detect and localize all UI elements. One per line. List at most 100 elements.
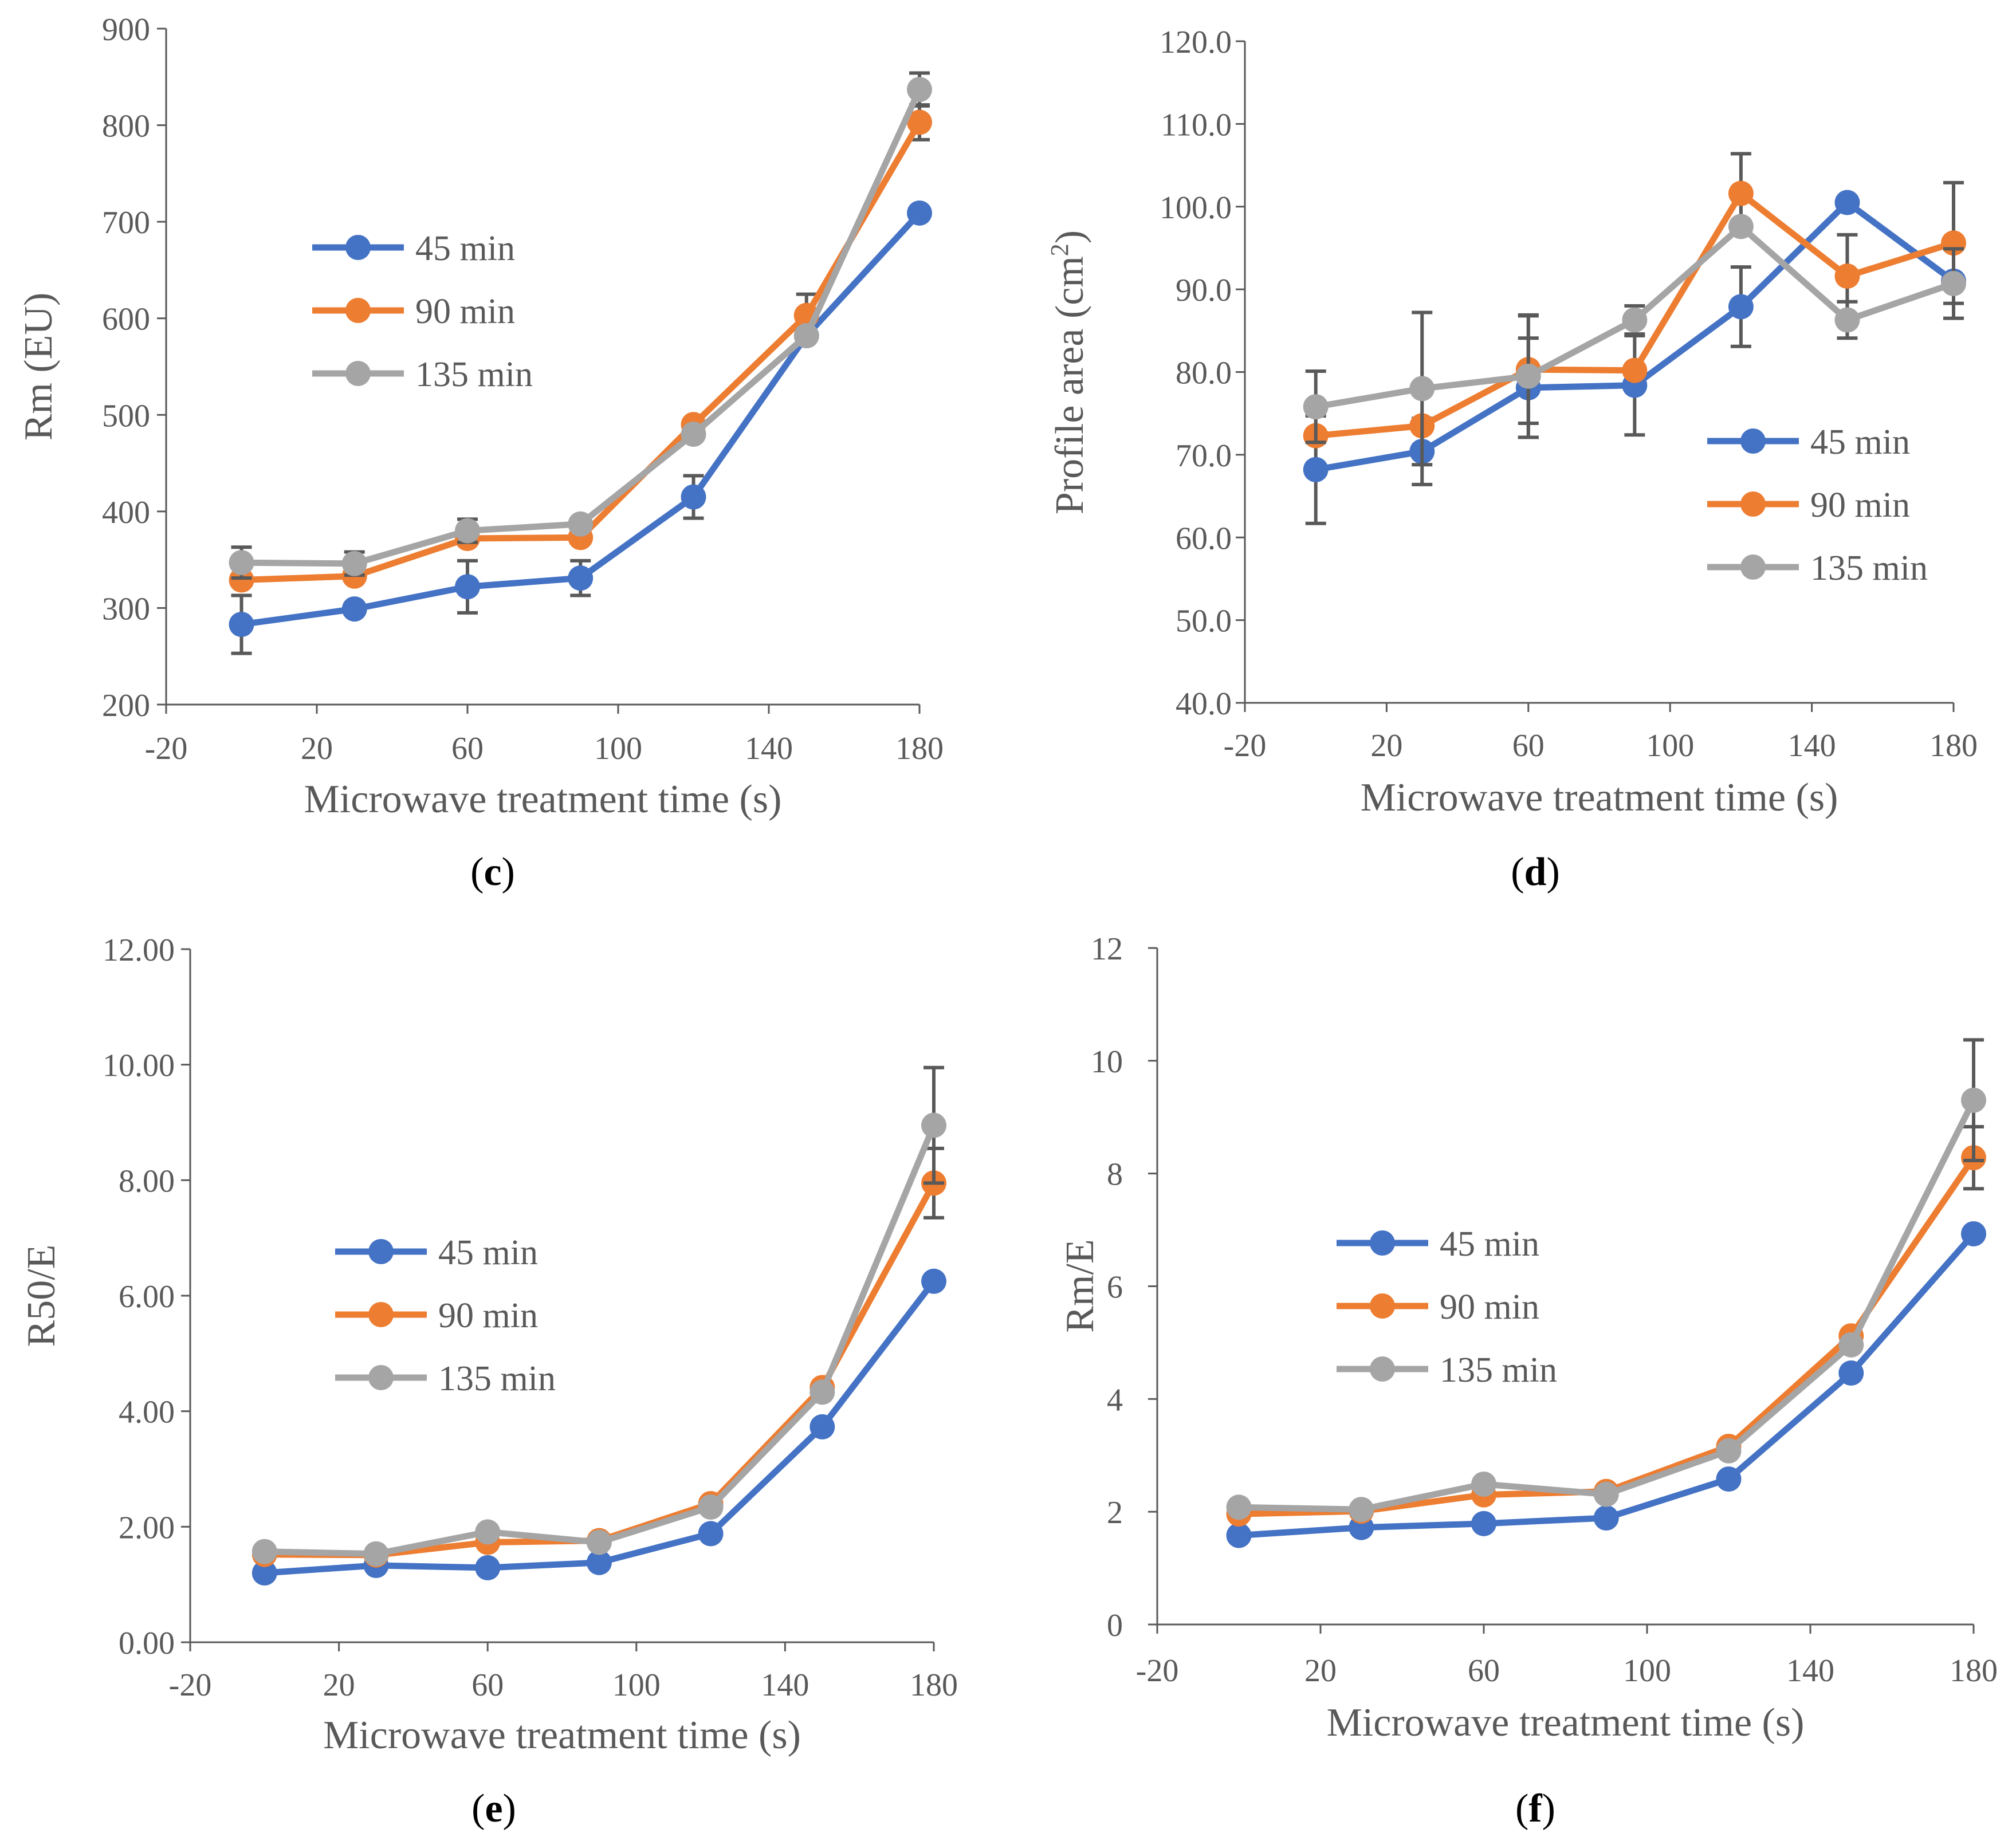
data-point (341, 550, 367, 576)
y-tick-label: 600 (102, 302, 150, 337)
panel-label: (c) (470, 850, 515, 894)
panel-label: (d) (1511, 850, 1560, 894)
x-tick-label: -20 (1136, 1653, 1179, 1689)
legend-label: 45 min (1440, 1225, 1539, 1264)
x-tick-label: 140 (761, 1667, 809, 1703)
y-tick-label: 90.0 (1176, 273, 1232, 308)
y-tick-label: 100.0 (1160, 190, 1232, 226)
x-tick-label: 60 (471, 1667, 504, 1703)
x-tick-label: 20 (323, 1667, 355, 1703)
data-point (1834, 263, 1860, 289)
legend-marker (1370, 1230, 1395, 1256)
y-tick-label: 70.0 (1176, 438, 1232, 474)
x-tick-label: 140 (1788, 728, 1836, 764)
data-point (1728, 294, 1754, 320)
y-tick-label: 8 (1107, 1157, 1123, 1193)
x-tick-label: 100 (1646, 728, 1694, 764)
data-point (229, 612, 254, 638)
data-point (475, 1519, 501, 1545)
y-tick-label: 120.0 (1160, 25, 1232, 60)
data-point (907, 77, 932, 103)
x-tick-label: 20 (301, 731, 333, 766)
chart-panel-f: 0 2 4 6 8 10 12 -20 20 60 100 140 180 Microwave treat… (1058, 931, 1998, 1831)
legend-label: 135 min (438, 1359, 556, 1398)
data-point (1961, 1221, 1986, 1246)
chart-panel-d: 40.0 50.0 60.0 70.0 80.0 90.0 100.0 110.0 120.0 -… (1046, 25, 1978, 894)
data-point (455, 518, 480, 544)
x-tick-label: 180 (895, 731, 944, 766)
series-line (264, 1124, 937, 1557)
legend-marker (1740, 491, 1766, 517)
y-tick-label: 40.0 (1176, 686, 1232, 722)
x-tick-label: 180 (910, 1667, 958, 1703)
x-tick-label: 60 (1512, 728, 1545, 764)
series-45-min (1303, 190, 1966, 525)
data-point (907, 109, 932, 135)
series-line (241, 120, 922, 584)
legend: 45 min 90 min 135 min (312, 229, 533, 394)
x-tick-label: 60 (1468, 1653, 1500, 1689)
x-tick-label: -20 (1224, 728, 1267, 764)
data-point (1471, 1471, 1496, 1497)
x-tick-label: -20 (169, 1667, 212, 1703)
x-axis-title: Microwave treatment time (s) (1327, 1701, 1805, 1745)
y-tick-label: 900 (102, 12, 150, 48)
legend-marker (345, 298, 371, 323)
x-axis-title: Microwave treatment time (s) (323, 1713, 801, 1757)
y-tick-label: 50.0 (1176, 604, 1232, 639)
x-tick-label: 60 (451, 731, 484, 766)
data-point (1716, 1466, 1742, 1492)
series-135-min (229, 71, 932, 580)
data-point (1593, 1481, 1619, 1507)
legend-label: 45 min (438, 1233, 538, 1272)
legend-label: 90 min (415, 292, 515, 331)
data-point (251, 1539, 277, 1564)
data-point (1728, 180, 1754, 206)
y-tick-label: 60.0 (1176, 521, 1232, 556)
y-tick-label: 110.0 (1161, 107, 1232, 143)
y-tick-label: 400 (102, 495, 150, 530)
legend-marker (1740, 428, 1766, 454)
data-point (251, 1560, 277, 1586)
y-axis-title: R50/E (19, 1245, 64, 1347)
y-tick-label: 200 (102, 688, 150, 723)
y-tick-label: 2 (1107, 1495, 1123, 1531)
legend: 45 min 90 min 135 min (1337, 1225, 1557, 1390)
legend-label: 45 min (415, 229, 515, 268)
data-point (586, 1549, 612, 1575)
data-point (1622, 307, 1648, 333)
data-point (1409, 376, 1435, 402)
y-tick-label: 80.0 (1176, 356, 1232, 391)
y-tick-label: 12 (1091, 931, 1123, 967)
legend-marker (368, 1302, 394, 1327)
y-tick-label: 4 (1107, 1382, 1123, 1418)
data-point (1226, 1494, 1252, 1520)
data-point (1622, 357, 1648, 383)
y-tick-label: 0.00 (119, 1626, 175, 1661)
legend-label: 45 min (1810, 423, 1910, 462)
data-point (1834, 307, 1860, 333)
x-tick-label: 140 (1786, 1653, 1834, 1689)
data-point (1349, 1497, 1374, 1523)
x-tick-label: 100 (612, 1667, 661, 1703)
data-point (809, 1379, 835, 1405)
y-tick-label: 6 (1107, 1270, 1123, 1305)
data-point (698, 1521, 724, 1547)
data-point (1716, 1438, 1742, 1464)
series-135-min (251, 1065, 946, 1567)
x-axis-title: Microwave treatment time (s) (1361, 776, 1838, 820)
data-point (809, 1414, 835, 1439)
legend-label: 90 min (1440, 1288, 1539, 1327)
data-point (681, 484, 706, 510)
y-tick-label: 2.00 (119, 1510, 175, 1545)
legend-label: 135 min (1440, 1351, 1557, 1390)
series-135-min (1226, 1038, 1986, 1523)
y-tick-label: 500 (102, 398, 150, 434)
data-point (1838, 1360, 1864, 1386)
x-tick-label: -20 (145, 731, 188, 766)
data-point (1838, 1332, 1864, 1358)
data-point (586, 1529, 612, 1555)
x-tick-label: 180 (1950, 1653, 1998, 1689)
data-point (341, 596, 367, 622)
data-point (1515, 363, 1541, 389)
